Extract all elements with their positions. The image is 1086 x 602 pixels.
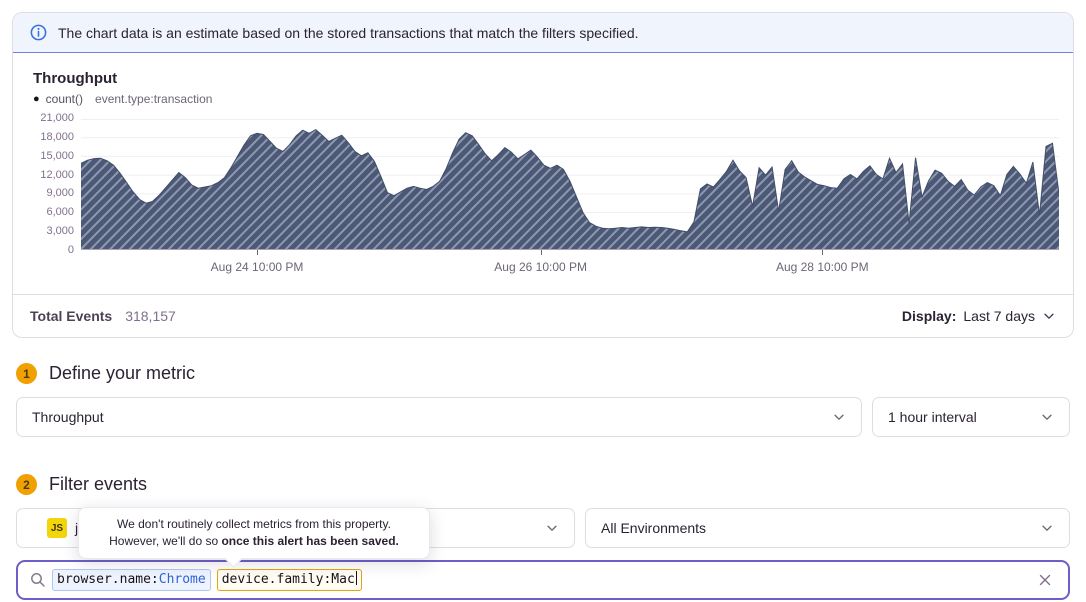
total-events-label: Total Events bbox=[30, 308, 113, 324]
y-axis-label: 18,000 bbox=[40, 130, 74, 143]
chevron-down-icon bbox=[1042, 414, 1052, 420]
search-token-browser-name[interactable]: browser.name:Chrome bbox=[52, 569, 211, 591]
tooltip-line2: However, we'll do so once this alert has… bbox=[109, 534, 399, 548]
interval-select[interactable]: 1 hour interval bbox=[872, 397, 1070, 437]
x-axis-label: Aug 26 10:00 PM bbox=[494, 260, 588, 274]
x-axis-label: Aug 28 10:00 PM bbox=[775, 260, 869, 274]
y-axis-label: 12,000 bbox=[40, 168, 74, 181]
close-icon bbox=[1039, 574, 1051, 586]
chart-panel: The chart data is an estimate based on t… bbox=[12, 12, 1074, 338]
metric-select-value: Throughput bbox=[32, 409, 104, 425]
y-axis-label: 21,000 bbox=[40, 112, 74, 124]
token-key: device.family: bbox=[221, 572, 332, 587]
info-banner: The chart data is an estimate based on t… bbox=[13, 13, 1073, 53]
token-key: browser.name: bbox=[57, 572, 159, 587]
clear-search-button[interactable] bbox=[1034, 569, 1056, 591]
throughput-chart[interactable]: 21,000 18,000 15,000 12,000 9,000 6,000 3,000 0 bbox=[40, 112, 1059, 256]
x-axis-tick bbox=[822, 250, 824, 255]
step-two-heading: 2 Filter events bbox=[16, 474, 1070, 495]
chart-title: Throughput bbox=[33, 70, 118, 87]
chevron-down-icon bbox=[834, 414, 844, 420]
metric-row: Throughput 1 hour interval bbox=[16, 397, 1070, 437]
display-label: Display: bbox=[901, 308, 957, 324]
step-two-badge: 2 bbox=[16, 474, 37, 495]
x-axis-tick bbox=[540, 250, 542, 255]
environment-select-value: All Environments bbox=[601, 520, 707, 536]
environment-select[interactable]: All Environments bbox=[585, 508, 1070, 548]
chart-legend: ● count() event.type:transaction bbox=[33, 92, 1053, 106]
search-token-device-family[interactable]: device.family:Mac bbox=[216, 569, 362, 591]
javascript-platform-icon: JS bbox=[47, 518, 67, 538]
y-axis-label: 6,000 bbox=[46, 206, 74, 219]
interval-select-value: 1 hour interval bbox=[888, 409, 977, 425]
token-value: Chrome bbox=[158, 572, 206, 587]
chevron-down-icon bbox=[547, 525, 557, 531]
total-events: Total Events 318,157 bbox=[30, 308, 176, 324]
legend-aggregate: count() bbox=[45, 92, 84, 106]
metric-select[interactable]: Throughput bbox=[16, 397, 862, 437]
x-axis-label: Aug 24 10:00 PM bbox=[210, 260, 304, 274]
chevron-down-icon bbox=[1042, 525, 1052, 531]
metrics-tooltip: We don't routinely collect metrics from … bbox=[78, 507, 430, 559]
search-row: browser.name:Chrome device.family:Mac bbox=[16, 560, 1070, 600]
chart-header: Throughput ● count() event.type:transact… bbox=[13, 53, 1073, 119]
display-period-dropdown[interactable]: Display: Last 7 days bbox=[902, 308, 1056, 324]
info-banner-text: The chart data is an estimate based on t… bbox=[58, 24, 639, 41]
y-axis-label: 9,000 bbox=[46, 187, 74, 200]
y-axis-label: 15,000 bbox=[40, 149, 74, 162]
chevron-down-icon bbox=[1044, 313, 1054, 319]
y-axis-labels: 21,000 18,000 15,000 12,000 9,000 6,000 3,000 0 bbox=[40, 112, 74, 257]
search-input[interactable]: browser.name:Chrome device.family:Mac bbox=[16, 560, 1070, 600]
total-events-value: 318,157 bbox=[125, 308, 176, 324]
x-axis: Aug 24 10:00 PM Aug 26 10:00 PM Aug 28 10:… bbox=[81, 250, 1059, 282]
step-one-heading: 1 Define your metric bbox=[16, 363, 1070, 384]
y-axis-label: 0 bbox=[67, 243, 74, 256]
project-select-value: j bbox=[75, 520, 79, 536]
chart-footer: Total Events 318,157 Display: Last 7 day… bbox=[13, 294, 1073, 337]
step-one-badge: 1 bbox=[16, 363, 37, 384]
y-axis-label: 3,000 bbox=[46, 225, 74, 238]
x-axis-tick bbox=[257, 250, 259, 255]
step-two-title: Filter events bbox=[49, 474, 148, 494]
legend-marker-icon: ● bbox=[33, 92, 40, 105]
display-value: Last 7 days bbox=[963, 308, 1035, 324]
text-cursor bbox=[355, 571, 357, 585]
throughput-chart-svg bbox=[81, 119, 1059, 250]
token-value: Mac bbox=[331, 572, 355, 587]
search-icon bbox=[31, 573, 45, 587]
info-icon bbox=[30, 24, 47, 41]
legend-query: event.type:transaction bbox=[95, 92, 213, 106]
step-one-title: Define your metric bbox=[49, 363, 196, 383]
tooltip-line1: We don't routinely collect metrics from … bbox=[117, 517, 391, 531]
